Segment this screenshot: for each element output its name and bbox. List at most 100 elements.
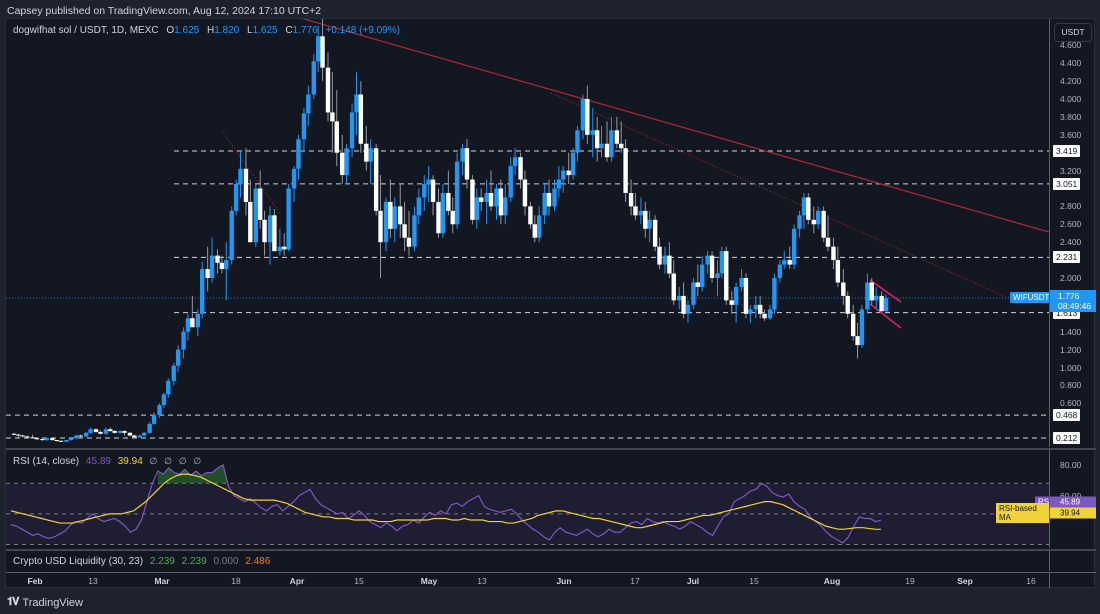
publisher-line: Capsey published on TradingView.com, Aug… bbox=[7, 5, 322, 17]
bear-candle bbox=[522, 179, 528, 207]
bear-candle bbox=[248, 201, 253, 243]
bull-candle bbox=[392, 206, 397, 229]
price-pane[interactable]: dogwifhat sol / USDT, 1D, MEXC O1.625 H1… bbox=[6, 19, 1049, 447]
bear-candle bbox=[320, 36, 325, 68]
bull-candle bbox=[662, 255, 668, 265]
price-tick: 2.800 bbox=[1060, 201, 1082, 212]
bull-candle bbox=[117, 431, 123, 433]
bull-candle bbox=[286, 188, 291, 250]
bear-candle bbox=[811, 219, 816, 225]
price-tick: 2.600 bbox=[1060, 219, 1082, 230]
rsi-line bbox=[10, 464, 882, 544]
bear-candle bbox=[78, 435, 83, 437]
time-tick: 17 bbox=[630, 576, 640, 586]
hidden-value-icon: ∅ bbox=[149, 456, 158, 466]
bear-candle bbox=[262, 219, 267, 243]
bull-candle bbox=[590, 130, 595, 135]
bull-candle bbox=[561, 170, 566, 180]
bear-candle bbox=[743, 278, 749, 314]
bull-candle bbox=[865, 282, 870, 310]
bear-candle bbox=[132, 435, 137, 438]
bear-candle bbox=[498, 188, 504, 216]
hidden-value-icon: ∅ bbox=[164, 456, 173, 466]
bear-candle bbox=[50, 438, 55, 440]
bull-candle bbox=[368, 148, 373, 162]
high-value: 1.820 bbox=[214, 25, 240, 36]
price-axis[interactable]: USDT 4.600 4.400 4.200 4.000 3.800 3.600 3.200… bbox=[1049, 19, 1096, 447]
bear-candle bbox=[643, 210, 648, 229]
rsi-title[interactable]: RSI (14, close) bbox=[13, 456, 80, 467]
bear-candle bbox=[34, 438, 40, 440]
bear-candle bbox=[671, 273, 676, 301]
bear-candle bbox=[619, 143, 624, 149]
rsi-ma-tag: RSI-based MA bbox=[996, 503, 1049, 523]
bull-candle bbox=[175, 349, 181, 366]
bear-candle bbox=[108, 429, 113, 432]
bull-candle bbox=[599, 143, 604, 149]
bull-candle bbox=[777, 264, 783, 278]
bear-candle bbox=[841, 282, 846, 296]
bear-candle bbox=[594, 130, 600, 149]
bull-candle bbox=[552, 188, 557, 207]
bull-candle bbox=[291, 168, 297, 189]
rsi-ma-line bbox=[10, 473, 882, 530]
bear-candle bbox=[388, 201, 393, 229]
symbol-title[interactable]: dogwifhat sol / USDT, 1D, MEXC bbox=[13, 25, 159, 36]
bull-candle bbox=[253, 188, 258, 243]
bull-candle bbox=[416, 197, 422, 216]
bull-candle bbox=[147, 423, 152, 433]
bear-candle bbox=[325, 67, 331, 113]
liquidity-legend: Crypto USD Liquidity (30, 23) 2.239 2.23… bbox=[13, 556, 270, 567]
bear-candle bbox=[855, 336, 860, 346]
bull-candle bbox=[238, 168, 243, 185]
bull-candle bbox=[84, 432, 89, 437]
liquidity-value-1: 2.239 bbox=[149, 556, 175, 567]
bull-candle bbox=[705, 255, 710, 265]
rsi-pane[interactable]: RSI (14, close) 45.89 39.94 ∅ ∅ ∅ ∅ RSI … bbox=[6, 448, 1049, 548]
bull-candle bbox=[141, 432, 147, 436]
bear-candle bbox=[821, 210, 826, 238]
bear-candle bbox=[528, 206, 533, 225]
time-tick: 19 bbox=[905, 576, 915, 586]
bull-candle bbox=[715, 273, 720, 278]
currency-button[interactable]: USDT bbox=[1054, 23, 1092, 42]
bull-candle bbox=[767, 309, 773, 319]
rsi-axis[interactable]: 80.00 60.00 45.89 39.94 bbox=[1049, 448, 1096, 548]
bull-candle bbox=[171, 365, 176, 381]
price-tick: 2.000 bbox=[1060, 273, 1082, 283]
bear-candle bbox=[127, 432, 133, 436]
time-tick: Mar bbox=[154, 576, 170, 586]
low-label: L bbox=[247, 25, 253, 36]
liquidity-pane[interactable]: Crypto USD Liquidity (30, 23) 2.239 2.23… bbox=[6, 549, 1049, 571]
open-label: O bbox=[166, 25, 175, 36]
bull-candle bbox=[229, 210, 234, 261]
candlestick-chart[interactable] bbox=[6, 19, 1049, 447]
symbol-tag: WIFUSDT bbox=[1010, 292, 1049, 303]
bear-candle bbox=[364, 143, 369, 162]
change-value: +0.148 (+9.09%) bbox=[325, 25, 400, 36]
bull-candle bbox=[638, 210, 644, 216]
bull-candle bbox=[454, 161, 460, 225]
time-axis[interactable]: Feb 13 Mar 18 Apr 15 May 13 Jun 17 Jul 15 Aug 19 Sep 16 bbox=[6, 572, 1049, 588]
trendline bbox=[221, 130, 281, 214]
bull-candle bbox=[782, 260, 787, 265]
hidden-value-icon: ∅ bbox=[193, 456, 202, 466]
liquidity-value-3: 0.000 bbox=[213, 556, 239, 567]
bear-candle bbox=[787, 260, 792, 265]
bull-candle bbox=[349, 112, 355, 149]
bull-candle bbox=[161, 394, 167, 406]
time-tick: Aug bbox=[823, 576, 841, 586]
bear-candle bbox=[566, 170, 571, 176]
bear-candle bbox=[518, 157, 523, 180]
price-tick: 1.000 bbox=[1060, 362, 1082, 373]
bull-candle bbox=[157, 405, 162, 415]
rsi-chart[interactable] bbox=[6, 450, 1049, 548]
bear-candle bbox=[30, 437, 35, 439]
bull-candle bbox=[575, 130, 580, 153]
bear-candle bbox=[762, 313, 767, 319]
bear-candle bbox=[406, 237, 412, 247]
liquidity-title[interactable]: Crypto USD Liquidity (30, 23) bbox=[13, 556, 144, 567]
bull-candle bbox=[733, 286, 739, 305]
rsi-legend: RSI (14, close) 45.89 39.94 ∅ ∅ ∅ ∅ bbox=[13, 456, 201, 467]
rsi-ma-axis-value: 39.94 bbox=[1050, 507, 1096, 519]
